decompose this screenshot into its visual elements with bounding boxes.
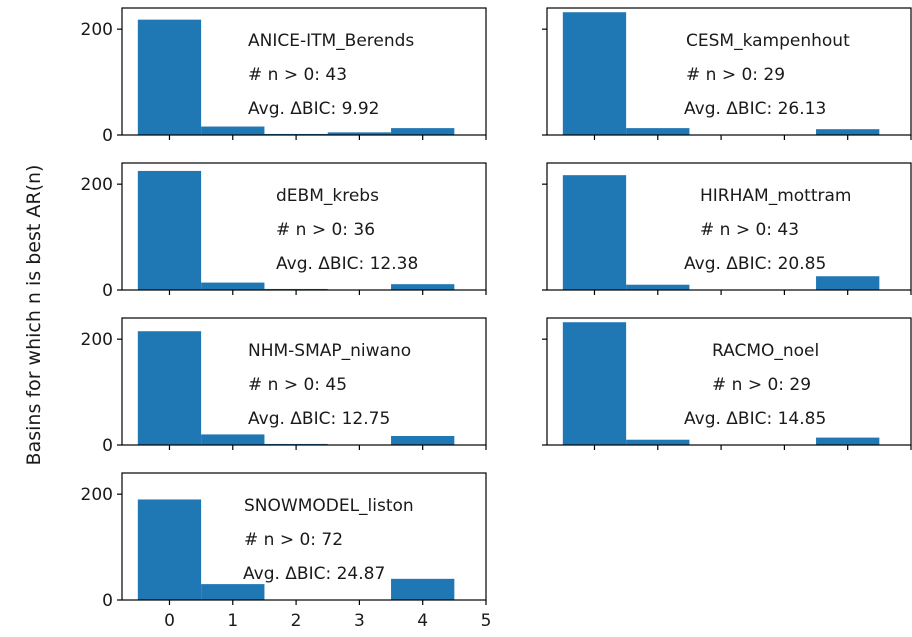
bar-cesm-kampenhout-n1 — [626, 128, 690, 135]
panel-bic-annotation: Avg. ΔBIC: 12.38 — [276, 254, 418, 274]
panel-title: CESM_kampenhout — [686, 31, 850, 51]
panel-count-annotation: # n > 0: 29 — [712, 375, 811, 395]
y-tick-label: 200 — [81, 20, 113, 40]
x-tick-label: 5 — [481, 611, 492, 631]
panel-racmo-noel: RACMO_noel # n > 0: 29 Avg. ΔBIC: 14.85 — [542, 317, 912, 450]
bar-hirham-mottram-n1 — [626, 284, 690, 290]
panel-count-annotation: # n > 0: 36 — [276, 220, 375, 240]
bar-snowmodel-liston-n0 — [137, 499, 202, 600]
bar-cesm-kampenhout-n0 — [562, 12, 627, 135]
bar-racmo-noel-n1 — [626, 439, 690, 445]
panel-bic-annotation: Avg. ΔBIC: 26.13 — [684, 99, 826, 119]
y-tick-label: 0 — [102, 591, 113, 611]
bar-anice-itm-berends-n1 — [201, 126, 265, 135]
bar-snowmodel-liston-n1 — [201, 584, 265, 600]
axes-frame — [546, 7, 912, 136]
panel-bic-annotation: Avg. ΔBIC: 14.85 — [684, 409, 826, 429]
bar-anice-itm-berends-n3 — [327, 132, 392, 135]
panel-snowmodel-liston: 0 200 0 1 2 3 4 5 SNOWMODEL_liston # n > 0: 72 Avg… — [81, 472, 492, 631]
x-tick-label: 1 — [227, 611, 238, 631]
y-tick-label: 0 — [102, 281, 113, 301]
panel-count-annotation: # n > 0: 45 — [248, 375, 347, 395]
bar-debm-krebs-n0 — [137, 170, 202, 290]
y-tick-label: 0 — [102, 436, 113, 456]
bar-anice-itm-berends-n4 — [391, 128, 455, 135]
panel-debm-krebs: 0 200 dEBM_krebs # n > 0: 36 Avg. ΔBIC: 12.3… — [81, 162, 487, 301]
panel-nhm-smap-niwano: 0 200 NHM-SMAP_niwano # n > 0: 45 Avg. ΔBIC:… — [81, 317, 487, 456]
bar-hirham-mottram-n0 — [562, 175, 627, 290]
panel-title: RACMO_noel — [712, 341, 819, 361]
bar-nhm-smap-niwano-n0 — [137, 331, 202, 445]
panel-title: ANICE-ITM_Berends — [248, 31, 414, 51]
panel-bic-annotation: Avg. ΔBIC: 24.87 — [243, 564, 385, 584]
x-tick-label: 2 — [291, 611, 302, 631]
x-tick-label: 3 — [354, 611, 365, 631]
panel-bic-annotation: Avg. ΔBIC: 20.85 — [684, 254, 826, 274]
panel-bic-annotation: Avg. ΔBIC: 9.92 — [248, 99, 379, 119]
y-axis-label: Basins for which n is best AR(n) — [23, 165, 45, 466]
panel-title: dEBM_krebs — [276, 186, 379, 206]
bar-debm-krebs-n4 — [391, 284, 455, 290]
bar-snowmodel-liston-n4 — [391, 578, 455, 600]
panel-count-annotation: # n > 0: 72 — [244, 530, 343, 550]
bar-nhm-smap-niwano-n4 — [391, 436, 455, 445]
axes-frame — [546, 317, 912, 446]
panel-count-annotation: # n > 0: 43 — [700, 220, 799, 240]
y-tick-label: 0 — [102, 126, 113, 146]
axes-frame — [546, 162, 912, 291]
axes-frame — [121, 162, 487, 291]
y-tick-label: 200 — [81, 485, 113, 505]
axes-frame — [121, 317, 487, 446]
y-tick-label: 200 — [81, 175, 113, 195]
panel-title: NHM-SMAP_niwano — [248, 341, 411, 361]
panel-bic-annotation: Avg. ΔBIC: 12.75 — [248, 409, 390, 429]
bar-debm-krebs-n1 — [201, 282, 265, 290]
bar-hirham-mottram-n4 — [816, 276, 880, 290]
x-tick-label: 0 — [164, 611, 175, 631]
bar-racmo-noel-n4 — [816, 437, 880, 445]
bar-cesm-kampenhout-n4 — [816, 129, 880, 135]
x-tick-label: 4 — [417, 611, 428, 631]
panel-count-annotation: # n > 0: 29 — [686, 65, 785, 85]
panel-count-annotation: # n > 0: 43 — [248, 65, 347, 85]
y-tick-label: 200 — [81, 330, 113, 350]
bar-anice-itm-berends-n0 — [137, 19, 202, 136]
bar-racmo-noel-n0 — [562, 322, 627, 445]
axes-frame — [121, 7, 487, 136]
panel-title: HIRHAM_mottram — [700, 186, 851, 206]
panel-hirham-mottram: HIRHAM_mottram # n > 0: 43 Avg. ΔBIC: 20.8… — [542, 162, 912, 295]
panel-anice-itm-berends: 0 200 ANICE-ITM_Berends # n > 0: 43 Avg. ΔBI… — [81, 7, 487, 146]
panel-title: SNOWMODEL_liston — [244, 496, 414, 516]
axes-frame — [121, 472, 487, 601]
panel-cesm-kampenhout: CESM_kampenhout # n > 0: 29 Avg. ΔBIC: 26.… — [542, 7, 912, 140]
bar-nhm-smap-niwano-n1 — [201, 434, 265, 445]
